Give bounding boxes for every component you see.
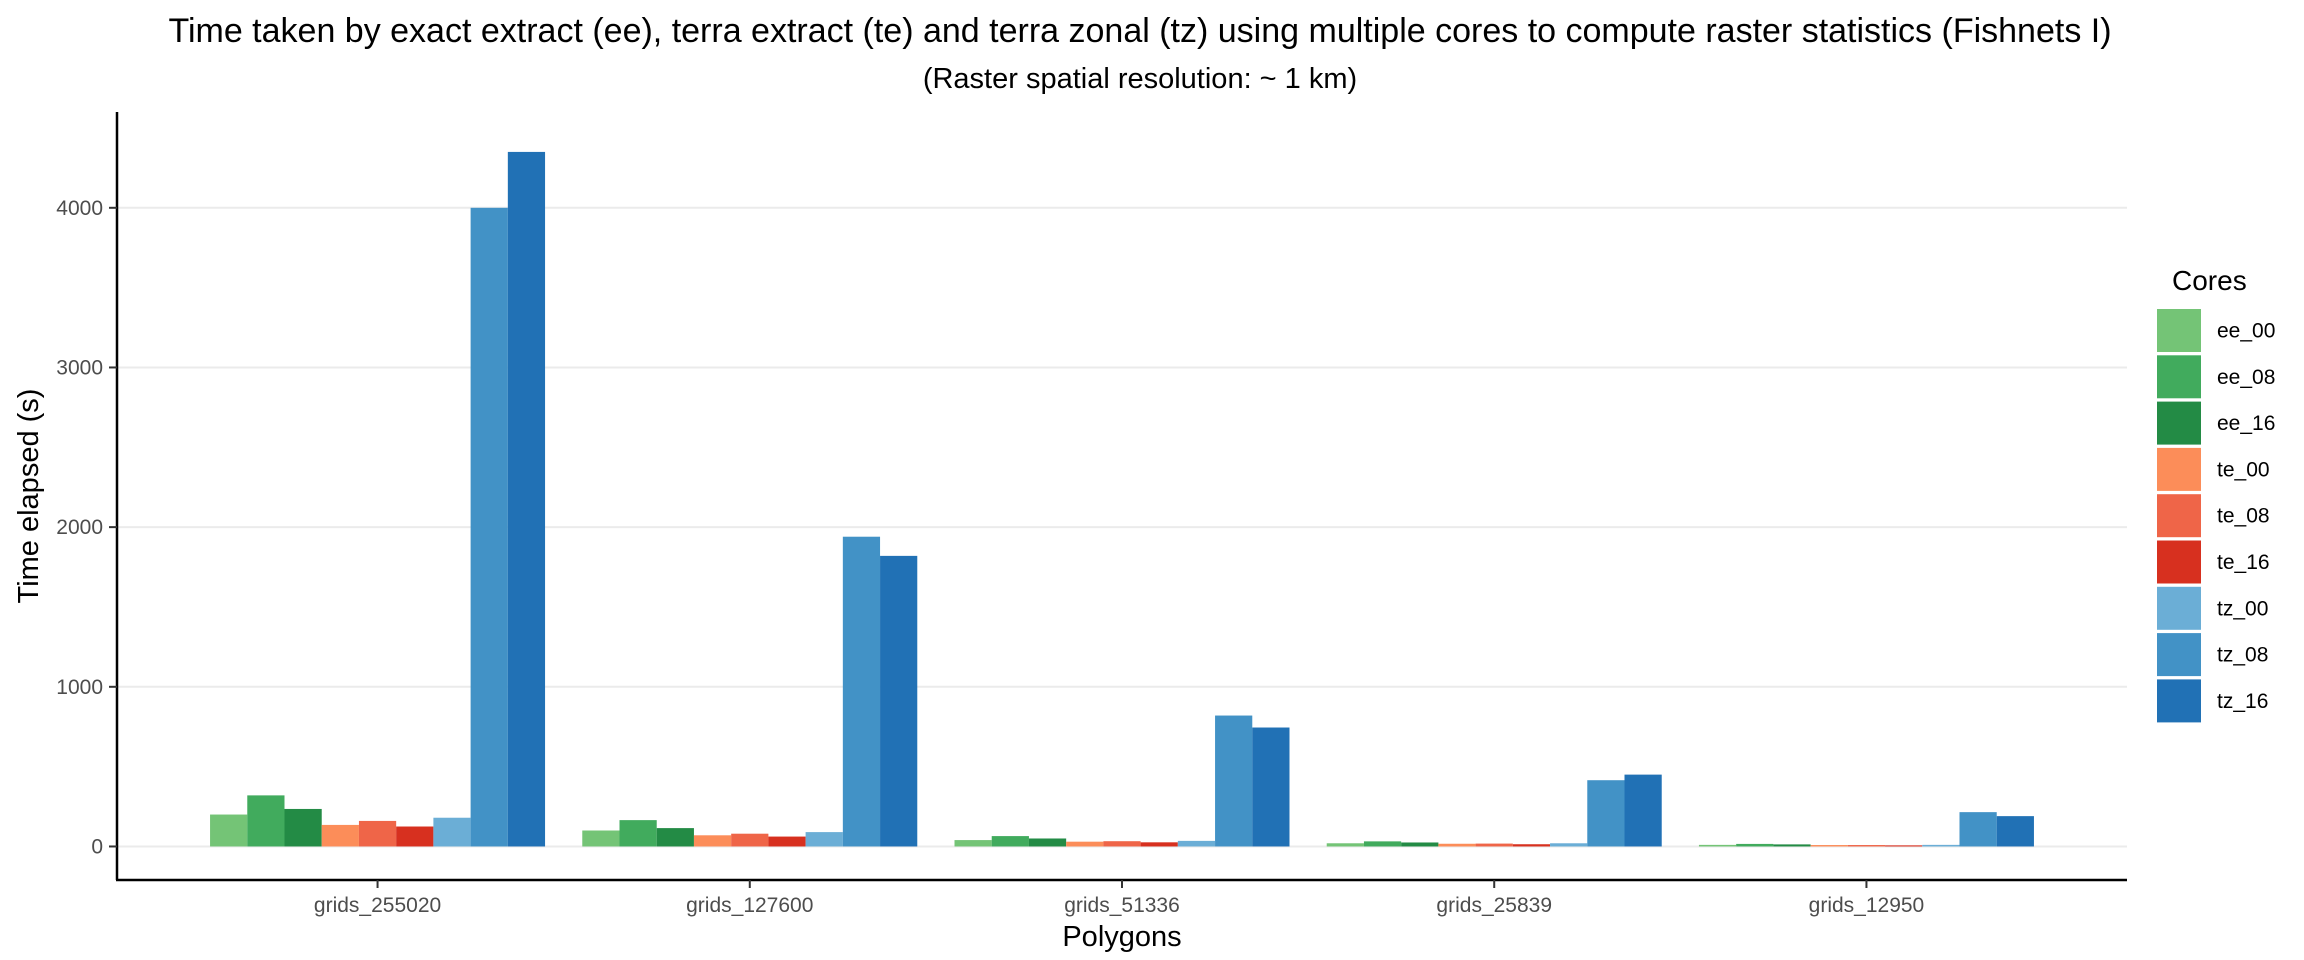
bar-te_00-grids_25839	[1438, 843, 1476, 847]
legend-swatch-tz_08	[2157, 633, 2201, 677]
x-tick-label-0: grids_255020	[314, 894, 441, 917]
bar-te_08-grids_127600	[731, 833, 769, 847]
bar-ee_16-grids_255020	[284, 808, 322, 847]
legend-label-te_08: te_08	[2217, 505, 2270, 528]
bar-ee_00-grids_255020	[210, 814, 248, 847]
legend-label-ee_16: ee_16	[2217, 412, 2275, 435]
legend-swatch-ee_08	[2157, 355, 2201, 399]
y-tick-label-2: 2000	[56, 516, 103, 539]
y-tick-label-0: 0	[91, 835, 103, 858]
bar-tz_00-grids_25839	[1550, 843, 1588, 847]
bar-ee_08-grids_51336	[991, 836, 1029, 847]
legend-label-tz_16: tz_16	[2217, 690, 2268, 713]
bar-te_16-grids_127600	[768, 836, 806, 847]
bar-te_08-grids_25839	[1475, 843, 1513, 847]
bar-tz_16-grids_25839	[1624, 774, 1662, 847]
legend-label-tz_08: tz_08	[2217, 644, 2268, 667]
bar-te_16-grids_51336	[1140, 842, 1178, 847]
x-tick-label-3: grids_25839	[1436, 894, 1552, 917]
gridlines	[117, 206, 2127, 848]
x-tick-label-1: grids_127600	[686, 894, 813, 917]
legend: Cores ee_00 ee_08 ee_16 te_00 te_08 te_16 tz_0…	[2157, 265, 2275, 723]
x-tick-label-2: grids_51336	[1064, 894, 1180, 917]
bar-te_00-grids_51336	[1066, 841, 1104, 847]
x-tick-label-4: grids_12950	[1809, 894, 1925, 917]
bar-te_00-grids_255020	[321, 824, 359, 847]
legend-swatch-ee_00	[2157, 309, 2201, 352]
legend-swatch-te_08	[2157, 494, 2201, 538]
legend-label-tz_00: tz_00	[2217, 597, 2268, 620]
bar-ee_00-grids_51336	[954, 840, 992, 847]
legend-swatch-te_16	[2157, 540, 2201, 584]
bar-te_08-grids_51336	[1103, 841, 1141, 847]
bar-ee_08-grids_25839	[1363, 841, 1402, 847]
y-tick-label-4: 4000	[56, 197, 103, 220]
legend-swatch-tz_00	[2157, 586, 2201, 630]
bar-tz_08-grids_12950	[1959, 812, 1997, 847]
bar-ee_16-grids_12950	[1773, 844, 1811, 847]
bar-tz_16-grids_127600	[880, 555, 918, 847]
bar-ee_16-grids_51336	[1028, 838, 1067, 847]
bar-tz_16-grids_255020	[507, 151, 546, 847]
bar-ee_00-grids_127600	[582, 830, 620, 847]
chart-subtitle: (Raster spatial resolution: ~ 1 km)	[923, 63, 1357, 95]
bar-ee_16-grids_25839	[1401, 842, 1439, 847]
bar-te_16-grids_25839	[1512, 844, 1551, 847]
x-axis-ticks: grids_255020 grids_127600 grids_51336 grids…	[314, 880, 1924, 917]
bar-tz_00-grids_127600	[805, 832, 843, 847]
bar-tz_08-grids_25839	[1587, 780, 1625, 847]
bar-ee_00-grids_12950	[1698, 844, 1737, 847]
x-axis-title: Polygons	[1062, 921, 1181, 953]
bar-te_16-grids_255020	[396, 826, 434, 847]
bar-ee_08-grids_127600	[619, 820, 657, 847]
legend-label-ee_08: ee_08	[2217, 366, 2275, 389]
bar-tz_16-grids_51336	[1252, 727, 1290, 847]
legend-swatch-tz_16	[2157, 679, 2201, 723]
chart-title: Time taken by exact extract (ee), terra …	[168, 12, 2111, 50]
legend-label-te_16: te_16	[2217, 551, 2270, 574]
bar-tz_00-grids_255020	[433, 817, 471, 847]
y-tick-label-1: 1000	[56, 676, 103, 699]
bar-ee_08-grids_255020	[247, 795, 285, 847]
y-axis-title: Time elapsed (s)	[13, 389, 45, 604]
bar-tz_00-grids_12950	[1922, 844, 1960, 847]
bar-te_08-grids_255020	[358, 820, 397, 847]
y-tick-label-3: 3000	[56, 356, 103, 379]
bar-tz_08-grids_51336	[1215, 715, 1253, 847]
legend-swatch-te_00	[2157, 447, 2201, 491]
bar-tz_00-grids_51336	[1177, 840, 1216, 847]
legend-label-te_00: te_00	[2217, 458, 2270, 481]
bar-ee_08-grids_12950	[1736, 843, 1774, 847]
bar-te_00-grids_12950	[1810, 845, 1848, 847]
legend-swatch-ee_16	[2157, 401, 2201, 445]
bars	[210, 151, 2034, 847]
bar-te_00-grids_127600	[693, 835, 732, 847]
bar-tz_08-grids_127600	[842, 536, 881, 847]
y-axis-ticks: 0 1000 2000 3000 4000	[56, 197, 117, 858]
legend-label-ee_00: ee_00	[2217, 320, 2275, 343]
bar-tz_08-grids_255020	[470, 207, 508, 847]
legend-title: Cores	[2172, 265, 2247, 296]
bar-te_16-grids_12950	[1885, 845, 1923, 847]
bar-te_08-grids_12950	[1847, 845, 1886, 847]
bar-tz_16-grids_12950	[1996, 816, 2034, 847]
bar-ee_00-grids_25839	[1326, 843, 1364, 847]
bar-ee_16-grids_127600	[656, 828, 694, 847]
